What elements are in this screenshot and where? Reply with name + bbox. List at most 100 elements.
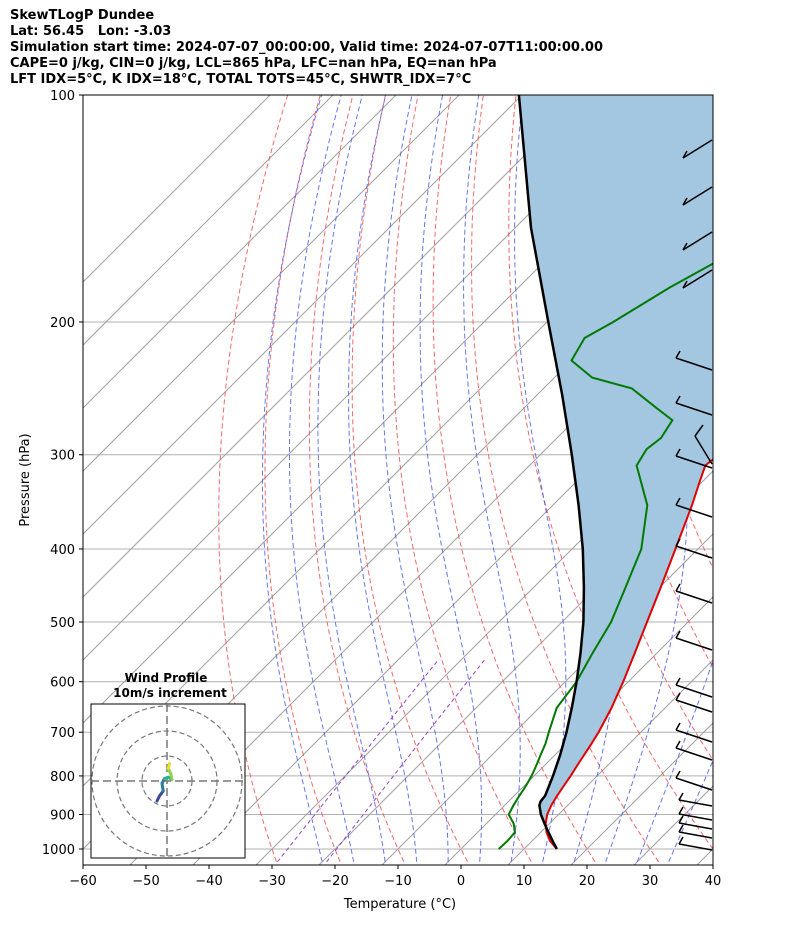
isotherm-line bbox=[83, 95, 523, 535]
wind-barb bbox=[678, 799, 713, 807]
parcel-path-line bbox=[517, 95, 586, 850]
x-tick-label: 0 bbox=[457, 874, 465, 889]
wind-barb-flag bbox=[694, 424, 704, 437]
wind-barb-flag bbox=[675, 497, 681, 506]
dry-adiabat bbox=[744, 84, 794, 862]
dewpoint-profile-line bbox=[498, 262, 713, 850]
x-tick-label: −10 bbox=[384, 874, 411, 889]
y-tick-label: 1000 bbox=[42, 843, 75, 858]
mixing-ratio-line bbox=[326, 658, 486, 863]
hodograph-inset: Wind Profile 10m/s increment bbox=[90, 671, 246, 859]
moist-adiabat bbox=[262, 95, 323, 862]
isotherm-line bbox=[83, 95, 586, 598]
wind-barb bbox=[682, 269, 713, 289]
wind-barb-flag bbox=[678, 824, 684, 833]
stability-shading bbox=[518, 95, 713, 849]
wind-barb bbox=[675, 590, 713, 604]
wind-barb bbox=[682, 186, 713, 206]
wind-barb bbox=[682, 139, 713, 159]
moist-adiabat bbox=[636, 658, 713, 862]
wind-barb bbox=[675, 747, 713, 761]
y-axis-label: Pressure (hPa) bbox=[18, 433, 33, 526]
wind-barb-flag bbox=[675, 448, 681, 457]
isotherm-line bbox=[570, 722, 713, 865]
x-tick-label: −40 bbox=[195, 874, 222, 889]
wind-barb-flag bbox=[682, 197, 688, 206]
wind-barb bbox=[675, 684, 713, 698]
wind-barb-flag bbox=[675, 538, 681, 547]
wind-barb bbox=[675, 402, 713, 416]
location-line: Lat: 56.45 Lon: -3.03 bbox=[10, 24, 172, 39]
wind-barb-flag bbox=[675, 583, 681, 592]
indices-line-1: CAPE=0 j/kg, CIN=0 j/kg, LCL=865 hPa, LF… bbox=[10, 56, 497, 71]
chart-header: SkewTLogP Dundee Lat: 56.45 Lon: -3.03 Sim… bbox=[10, 8, 603, 88]
isotherm-line bbox=[129, 281, 713, 865]
indices-line-2: LFT IDX=5°C, K IDX=18°C, TOTAL TOTS=45°C… bbox=[10, 72, 472, 87]
dry-adiabat bbox=[264, 95, 341, 862]
wind-barb bbox=[675, 504, 713, 518]
wind-barb-flag bbox=[675, 350, 681, 359]
wind-barb-flag bbox=[675, 677, 681, 686]
mixing-ratio-line bbox=[277, 658, 440, 863]
moist-adiabat bbox=[348, 95, 418, 862]
wind-barb bbox=[678, 843, 713, 851]
wind-barb-flag bbox=[675, 740, 681, 749]
wind-barb-flag bbox=[682, 242, 688, 251]
wind-barb bbox=[675, 545, 713, 559]
wind-barb bbox=[678, 831, 713, 839]
y-tick-label: 800 bbox=[50, 770, 75, 785]
times-line: Simulation start time: 2024-07-07_00:00:… bbox=[10, 40, 603, 55]
wind-barb bbox=[678, 813, 713, 821]
x-tick-label: −30 bbox=[258, 874, 285, 889]
y-tick-label: 600 bbox=[50, 676, 75, 691]
wind-barb-flag bbox=[678, 815, 684, 824]
x-tick-label: 30 bbox=[642, 874, 659, 889]
dry-adiabat bbox=[218, 95, 289, 862]
wind-barb-flag bbox=[675, 630, 681, 639]
x-tick-label: 40 bbox=[705, 874, 722, 889]
wind-barb bbox=[678, 822, 713, 830]
y-tick-label: 300 bbox=[50, 449, 75, 464]
isotherm-line bbox=[83, 95, 334, 346]
wind-barb bbox=[675, 637, 713, 651]
inset-subtitle: 10m/s increment bbox=[113, 686, 227, 700]
moist-adiabat bbox=[381, 95, 449, 862]
hodograph-trace-segment bbox=[166, 762, 171, 770]
wind-barb-flag bbox=[675, 722, 681, 731]
wind-barb bbox=[675, 729, 713, 743]
inset-title: Wind Profile bbox=[125, 671, 208, 685]
x-tick-label: −50 bbox=[132, 874, 159, 889]
wind-barb bbox=[694, 435, 713, 465]
moist-adiabat bbox=[289, 95, 355, 862]
wind-barb bbox=[682, 231, 713, 251]
dry-adiabat bbox=[711, 95, 713, 119]
moist-adiabat bbox=[317, 95, 386, 862]
isotherm-line bbox=[83, 95, 397, 409]
wind-barb-flag bbox=[678, 836, 684, 845]
wind-barb-flag bbox=[682, 280, 688, 289]
wind-barb bbox=[675, 699, 713, 713]
y-tick-label: 900 bbox=[50, 808, 75, 823]
wind-barb bbox=[675, 777, 713, 791]
isotherm-line bbox=[83, 95, 460, 472]
wind-barb bbox=[675, 357, 713, 371]
y-tick-label: 500 bbox=[50, 616, 75, 631]
dry-adiabat bbox=[471, 95, 660, 863]
dry-adiabat bbox=[432, 95, 596, 863]
wind-barb-flag bbox=[675, 395, 681, 404]
dry-adiabat bbox=[776, 84, 794, 862]
x-axis-label: Temperature (°C) bbox=[343, 897, 456, 912]
wind-barb-flag bbox=[675, 770, 681, 779]
wind-barb bbox=[675, 455, 713, 469]
wind-barb-flag bbox=[678, 806, 684, 815]
temperature-profile-line bbox=[544, 458, 713, 850]
y-tick-label: 100 bbox=[50, 89, 75, 104]
wind-barb-flag bbox=[675, 692, 681, 701]
isotherm-line bbox=[760, 78, 794, 865]
isotherm-line bbox=[381, 533, 713, 865]
x-tick-label: 20 bbox=[579, 874, 596, 889]
x-tick-label: 10 bbox=[516, 874, 533, 889]
isotherm-line bbox=[318, 470, 713, 865]
y-tick-label: 400 bbox=[50, 543, 75, 558]
